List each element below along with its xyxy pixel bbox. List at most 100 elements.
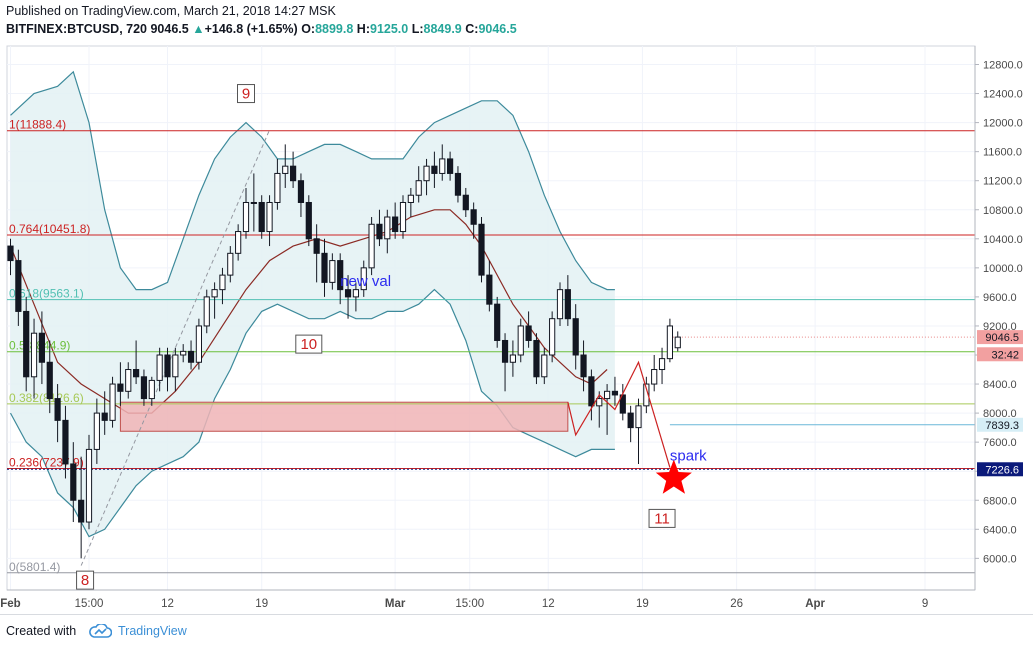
low-value: 8849.9 [423, 22, 462, 36]
candle [635, 398, 642, 464]
candle-body [604, 390, 611, 400]
candle-body [7, 245, 14, 262]
candle-body [180, 350, 187, 356]
wave-label-box [237, 84, 255, 104]
candle [93, 398, 100, 464]
price-tick-label: 8000.0 [983, 408, 1017, 420]
candle-body [454, 172, 462, 196]
candle [133, 340, 140, 385]
price-badge-bg [977, 417, 1023, 432]
candle-body [415, 180, 422, 196]
candle-body [337, 260, 344, 291]
price-badge-bg [977, 462, 1023, 477]
up-arrow-icon: ▲ [192, 22, 205, 36]
candle-body [290, 165, 297, 182]
candle [15, 249, 22, 326]
candle-body [627, 412, 634, 429]
tradingview-logo-link[interactable]: TradingView [88, 621, 187, 641]
footer: Created with TradingView [0, 614, 1033, 648]
candle [360, 260, 367, 297]
candle [117, 362, 124, 406]
time-tick-label: 19 [636, 598, 649, 610]
candle [297, 173, 305, 218]
candle-body [78, 499, 85, 523]
candle-body [666, 325, 673, 360]
candle [454, 166, 462, 203]
candle [392, 202, 399, 239]
candle-body [203, 296, 210, 327]
high-label: H: [356, 22, 370, 36]
candle-body [54, 398, 61, 421]
candle-body [282, 165, 289, 174]
candle [156, 347, 163, 392]
fib-level-label: 0.382(8126.6) [9, 391, 84, 405]
candle [282, 144, 289, 188]
candle [501, 333, 509, 392]
candle [376, 209, 383, 247]
candle [195, 318, 203, 370]
price-tick-label: 7600.0 [983, 437, 1017, 449]
candle-body [596, 398, 603, 407]
candle-body [195, 325, 203, 363]
price-badge-label: 7839.3 [985, 420, 1019, 432]
open-label: O: [301, 22, 316, 36]
price-tick-label: 6800.0 [983, 495, 1017, 507]
candle [85, 434, 93, 530]
wave-label-text: 9 [242, 86, 250, 103]
close-value: 9046.5 [478, 22, 517, 36]
candle-body [509, 354, 516, 363]
candle-body [517, 325, 524, 356]
candle-body [305, 201, 312, 240]
price-tick-label: 12800.0 [983, 60, 1023, 72]
candle-body [368, 223, 375, 269]
time-tick-label: 9 [922, 598, 928, 610]
candle [250, 173, 257, 232]
candle-body [93, 412, 100, 450]
candle [549, 311, 556, 363]
candle-body [117, 383, 124, 392]
price-change: +146.8 (+1.65%) [204, 22, 298, 36]
candle-body [376, 223, 383, 240]
candle [580, 340, 587, 392]
candle [203, 289, 210, 334]
candle-body [501, 339, 509, 363]
candle [329, 253, 336, 290]
candle [407, 187, 414, 218]
fib-level-label: 1(11888.4) [9, 118, 66, 132]
time-tick-label: 12 [161, 598, 174, 610]
candle-body [572, 318, 579, 356]
candle [447, 151, 454, 181]
candle [227, 246, 234, 283]
candle [415, 166, 422, 203]
candle-body [250, 201, 257, 204]
candle [274, 158, 281, 210]
candle [125, 362, 132, 399]
candle [266, 195, 273, 247]
candle-body [101, 412, 108, 421]
candle [368, 217, 375, 276]
candle [541, 347, 548, 385]
price-tick-label: 12400.0 [983, 89, 1023, 101]
candle-body [384, 216, 391, 240]
candle-body [156, 354, 163, 381]
price-badge: 7839.3 [977, 417, 1023, 432]
candle [172, 347, 179, 392]
close-label: C: [465, 22, 479, 36]
candle [242, 187, 250, 239]
candle [384, 209, 391, 254]
candle-body [329, 260, 336, 283]
candle [62, 405, 69, 479]
last-price: 9046.5 [150, 22, 189, 36]
time-tick-label: 12 [542, 598, 555, 610]
price-tick-label: 6400.0 [983, 524, 1017, 536]
price-tick-label: 6000.0 [983, 553, 1017, 565]
candle [643, 376, 650, 414]
candle [666, 318, 673, 363]
candle-body [133, 369, 140, 378]
candle [651, 355, 658, 392]
candle [180, 344, 187, 363]
candle [509, 340, 516, 377]
wave-label-box [76, 570, 95, 590]
price-badge: 9046.5 [977, 330, 1023, 345]
